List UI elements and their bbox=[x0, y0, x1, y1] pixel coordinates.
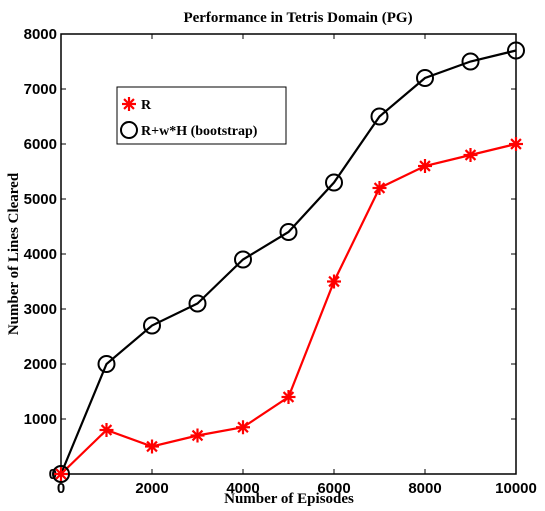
legend-label-r: R bbox=[141, 98, 152, 113]
y-tick-label: 5000 bbox=[24, 191, 57, 208]
data-point-bootstrap bbox=[461, 52, 480, 71]
data-point-bootstrap bbox=[188, 294, 207, 313]
data-point-r bbox=[236, 420, 250, 435]
data-point-bootstrap bbox=[52, 465, 70, 483]
y-tick-label: 4000 bbox=[24, 246, 57, 263]
x-tick-label: 6000 bbox=[317, 480, 350, 497]
data-point-bootstrap bbox=[279, 223, 298, 241]
data-point-bootstrap bbox=[507, 41, 525, 60]
y-axis-label: Number of Lines Cleared bbox=[6, 172, 22, 335]
legend-asterisk-icon bbox=[122, 97, 136, 111]
data-point-r bbox=[190, 428, 205, 443]
data-point-r bbox=[99, 423, 114, 437]
x-axis-label: Number of Episodes bbox=[224, 491, 354, 507]
x-tick-label: 4000 bbox=[226, 480, 259, 497]
x-tick-label: 0 bbox=[57, 480, 65, 497]
series-line-bootstrap bbox=[59, 49, 517, 475]
x-tick-label: 2000 bbox=[135, 480, 168, 497]
y-tick-label: 7000 bbox=[24, 81, 57, 98]
y-tick-label: 6000 bbox=[24, 136, 57, 153]
data-point-r bbox=[145, 439, 159, 454]
legend-circle-icon bbox=[120, 121, 138, 139]
x-tick-label: 8000 bbox=[408, 480, 441, 497]
legend-box bbox=[116, 86, 287, 145]
data-point-r bbox=[509, 137, 523, 151]
data-point-bootstrap bbox=[370, 107, 389, 126]
data-point-bootstrap bbox=[416, 69, 434, 87]
x-tick-label: 10000 bbox=[495, 480, 537, 497]
data-point-bootstrap bbox=[325, 173, 343, 192]
data-point-bootstrap bbox=[143, 316, 161, 335]
data-point-r bbox=[463, 148, 478, 162]
chart-title: Performance in Tetris Domain (PG) bbox=[183, 10, 412, 26]
data-point-r bbox=[327, 274, 341, 289]
data-point-bootstrap bbox=[97, 355, 116, 373]
plot-area: 0 2000 4000 6000 8000 10000010002000300040005… bbox=[24, 26, 537, 497]
series-line-r bbox=[60, 142, 517, 475]
y-tick-label: 8000 bbox=[24, 26, 57, 43]
data-point-r bbox=[418, 159, 432, 173]
data-point-r bbox=[372, 181, 387, 195]
legend-marker-r bbox=[122, 97, 136, 111]
y-tick-label: 2000 bbox=[24, 356, 57, 373]
data-point-r bbox=[281, 390, 296, 404]
legend: R R+w*H (bootstrap) bbox=[116, 86, 287, 145]
data-point-bootstrap bbox=[234, 250, 252, 269]
y-tick-label: 1000 bbox=[24, 411, 57, 428]
data-point-r bbox=[54, 467, 68, 481]
legend-label-bootstrap: R+w*H (bootstrap) bbox=[141, 124, 258, 139]
legend-marker-bootstrap bbox=[120, 121, 138, 139]
y-tick-label: 3000 bbox=[24, 301, 57, 318]
